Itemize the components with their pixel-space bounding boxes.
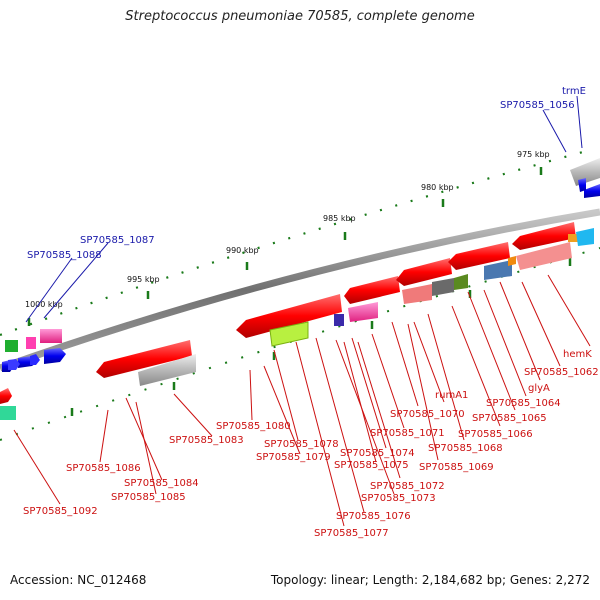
gene-feature[interactable] [508, 256, 516, 266]
gene-feature[interactable] [40, 329, 62, 343]
gene-label-SP70585_1072[interactable]: SP70585_1072 [370, 481, 445, 492]
gene-feature[interactable] [568, 234, 580, 242]
gene-label-SP70585_1078[interactable]: SP70585_1078 [264, 439, 339, 450]
gene-feature[interactable] [334, 314, 344, 326]
gene-feature[interactable] [0, 388, 12, 404]
gene-label-trmE[interactable]: trmE [562, 86, 586, 97]
gene-feature[interactable] [484, 260, 512, 280]
gene-feature[interactable] [584, 184, 600, 198]
forward-genes [2, 158, 600, 372]
gene-label-rumA1[interactable]: rumA1 [435, 390, 468, 401]
ruler-tick-label: 975 kbp [517, 150, 550, 159]
gene-feature[interactable] [454, 274, 468, 290]
ruler-tick-label: 980 kbp [421, 183, 454, 192]
gene-feature[interactable] [348, 302, 378, 322]
gene-label-SP70585_1065[interactable]: SP70585_1065 [472, 413, 547, 424]
gene-label-SP70585_1068[interactable]: SP70585_1068 [428, 443, 503, 454]
genome-summary: Topology: linear; Length: 2,184,682 bp; … [270, 573, 590, 587]
gene-feature[interactable] [96, 340, 192, 378]
gene-label-SP70585_1074[interactable]: SP70585_1074 [340, 448, 415, 459]
gene-label-SP70585_1071[interactable]: SP70585_1071 [370, 428, 445, 439]
gene-label-SP70585_1085[interactable]: SP70585_1085 [111, 492, 186, 503]
gene-label-SP70585_1073[interactable]: SP70585_1073 [361, 493, 436, 504]
gene-feature[interactable] [138, 354, 196, 386]
accession-label: Accession: NC_012468 [10, 573, 147, 587]
gene-label-SP70585_1069[interactable]: SP70585_1069 [419, 462, 494, 473]
gene-feature[interactable] [5, 340, 18, 352]
reverse-genes [0, 222, 594, 420]
gene-feature[interactable] [516, 242, 572, 270]
gene-feature[interactable] [26, 337, 36, 349]
gene-label-SP70585_1087[interactable]: SP70585_1087 [80, 235, 155, 246]
genome-title: Streptococcus pneumoniae 70585, complete… [125, 9, 475, 24]
gene-label-SP70585_1076[interactable]: SP70585_1076 [336, 511, 411, 522]
gene-label-SP70585_1086[interactable]: SP70585_1086 [66, 463, 141, 474]
gene-label-SP70585_1056[interactable]: SP70585_1056 [500, 100, 575, 111]
genome-backbone [0, 208, 600, 372]
ruler-tick-label: 1000 kbp [25, 300, 63, 309]
gene-feature[interactable] [570, 158, 600, 186]
ruler-major-ticks [27, 167, 543, 326]
forward-leader-lines [25, 95, 583, 323]
gene-label-SP70585_1084[interactable]: SP70585_1084 [124, 478, 199, 489]
gene-label-SP70585_1079[interactable]: SP70585_1079 [256, 452, 331, 463]
ruler-tick-label: 995 kbp [127, 275, 160, 284]
gene-label-hemK[interactable]: hemK [563, 349, 592, 360]
gene-feature[interactable] [402, 284, 432, 304]
gene-label-SP70585_1070[interactable]: SP70585_1070 [390, 409, 465, 420]
gene-label-SP70585_1080[interactable]: SP70585_1080 [216, 421, 291, 432]
gene-label-SP70585_1092[interactable]: SP70585_1092 [23, 506, 98, 517]
gene-feature[interactable] [576, 228, 594, 246]
gene-feature[interactable] [344, 276, 400, 304]
gene-label-SP70585_1088[interactable]: SP70585_1088 [27, 250, 102, 261]
gene-feature[interactable] [236, 294, 342, 338]
gene-feature[interactable] [512, 222, 576, 250]
gene-label-SP70585_1062[interactable]: SP70585_1062 [524, 367, 599, 378]
gene-feature[interactable] [8, 359, 20, 370]
gene-feature[interactable] [578, 178, 586, 192]
gene-feature[interactable] [0, 406, 16, 420]
gene-feature[interactable] [30, 354, 40, 365]
gene-label-SP70585_1077[interactable]: SP70585_1077 [314, 528, 389, 539]
gene-label-SP70585_1064[interactable]: SP70585_1064 [486, 398, 561, 409]
gene-feature[interactable] [44, 348, 66, 364]
gene-label-glyA[interactable]: glyA [528, 383, 550, 394]
reverse-leader-lines [13, 274, 591, 527]
gene-label-SP70585_1083[interactable]: SP70585_1083 [169, 435, 244, 446]
gene-label-SP70585_1075[interactable]: SP70585_1075 [334, 460, 409, 471]
ruler-tick-label: 985 kbp [323, 214, 356, 223]
gene-label-SP70585_1066[interactable]: SP70585_1066 [458, 429, 533, 440]
gene-feature[interactable] [396, 258, 452, 286]
gene-feature[interactable] [432, 278, 454, 296]
gene-feature[interactable] [448, 242, 510, 270]
gene-feature[interactable] [269, 321, 309, 347]
ruler-arc [0, 148, 591, 337]
lower-track-ticks [70, 258, 572, 416]
ruler-tick-label: 990 kbp [226, 246, 259, 255]
